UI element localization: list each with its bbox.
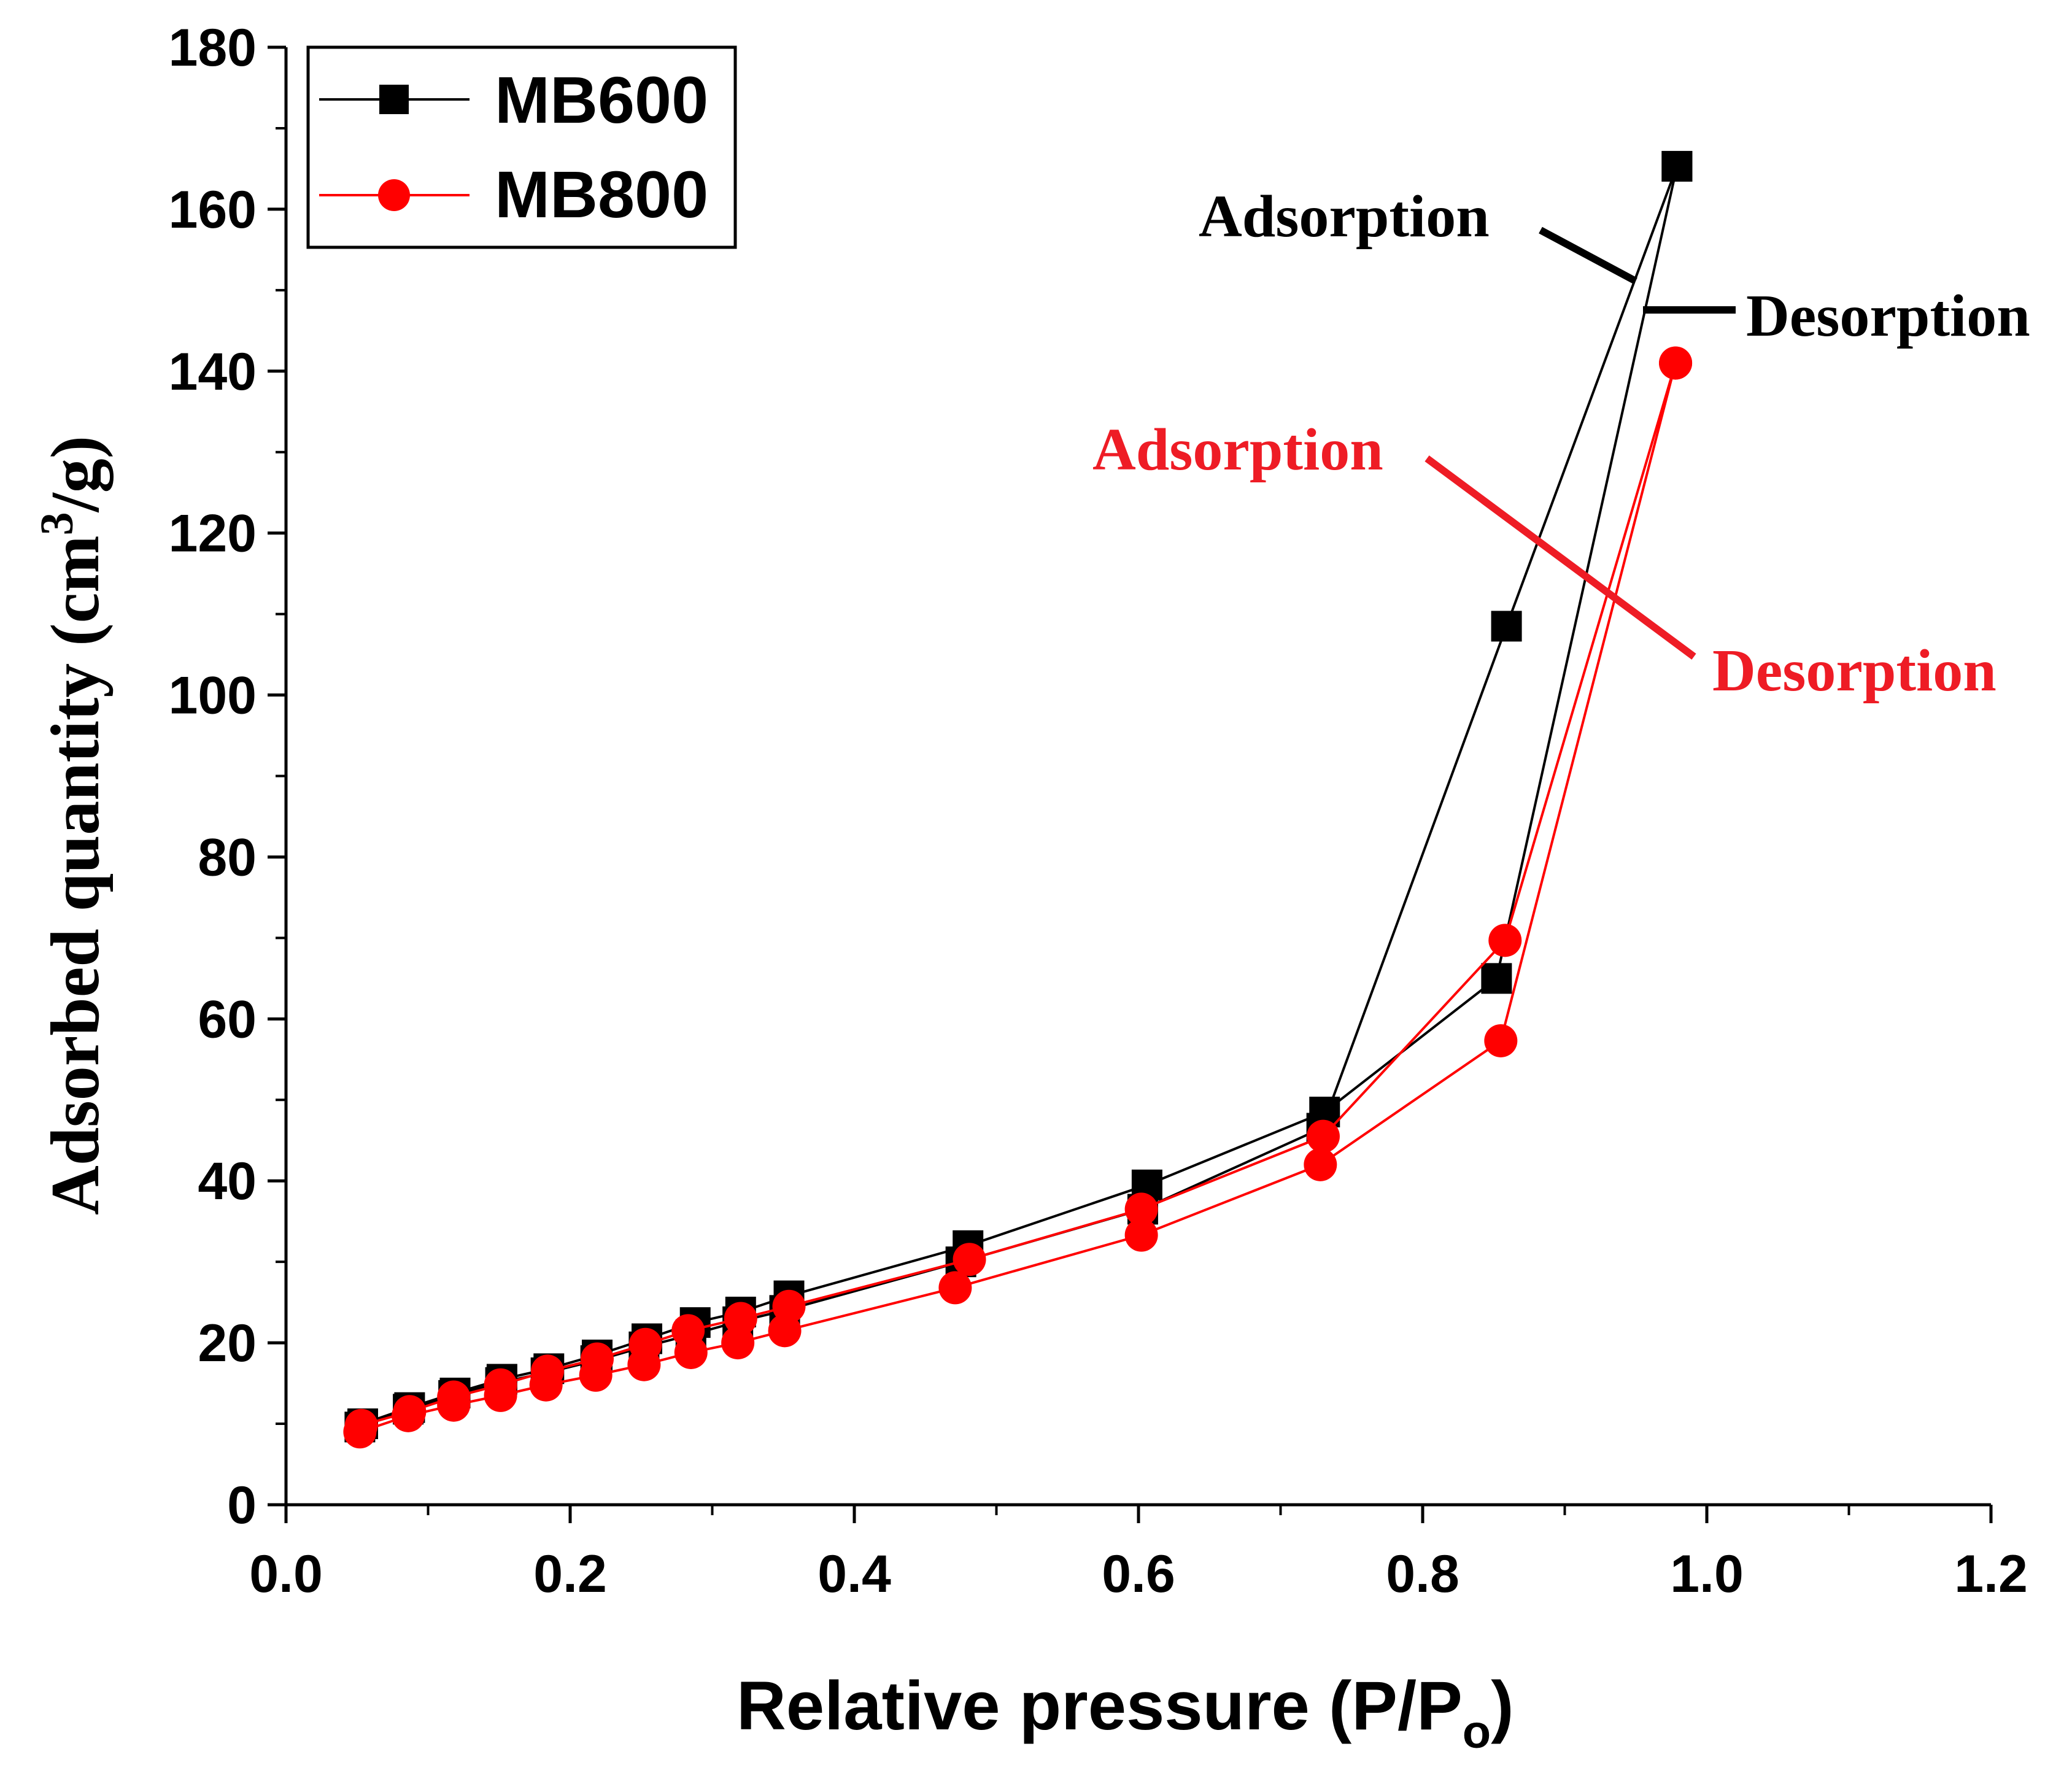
mb600-adsorption-line — [359, 166, 1679, 1429]
mb600-desorption-line — [362, 166, 1679, 1425]
y-tick-label: 140 — [169, 342, 257, 401]
y-tick-label: 80 — [198, 828, 257, 887]
annotation-mb600-adsorption-arrow — [1539, 226, 1637, 285]
y-axis-title: Adsorbed quantity (cm3/g) — [31, 436, 114, 1215]
mb800-desorption-point — [1659, 346, 1693, 380]
x-tick-label: 0.8 — [1386, 1545, 1459, 1604]
mb800-adsorption-point — [1304, 1148, 1337, 1181]
annotation-mb600-adsorption: Adsorption — [1199, 183, 1490, 250]
mb800-desorption-point — [1488, 924, 1522, 957]
legend-label-mb600: MB600 — [495, 63, 708, 137]
x-tick-label: 0.4 — [818, 1545, 891, 1604]
mb800-desorption-point — [484, 1368, 517, 1402]
y-tick-label: 100 — [169, 666, 257, 725]
mb800-desorption-point — [1306, 1119, 1340, 1153]
mb800-desorption-point — [580, 1342, 614, 1376]
mb800-adsorption-point — [1124, 1218, 1158, 1252]
mb800-desorption-point — [671, 1314, 705, 1348]
x-tick-label: 1.2 — [1954, 1545, 2028, 1604]
mb800-desorption-point — [1124, 1192, 1158, 1226]
mb800-desorption-point — [724, 1302, 757, 1335]
annotation-mb600-desorption: Desorption — [1746, 283, 2030, 349]
mb600-desorption-point — [1661, 150, 1693, 182]
y-tick-label: 60 — [198, 990, 257, 1049]
annotations: Adsorption Desorption Adsorption Desorpt… — [1092, 183, 2030, 704]
mb800-desorption-point — [772, 1289, 806, 1323]
mb800-adsorption-line — [359, 363, 1677, 1434]
mb800-desorption-point — [344, 1408, 378, 1442]
mb800-adsorption-point — [721, 1326, 755, 1360]
x-axis-title: Relative pressure (P/Po) — [736, 1667, 1514, 1758]
y-tick-label: 0 — [227, 1476, 257, 1535]
mb800-desorption-point — [437, 1380, 471, 1414]
mb600-adsorption-point — [1491, 611, 1522, 642]
mb800-desorption-point — [530, 1354, 564, 1388]
mb800-adsorption-point — [1484, 1024, 1518, 1057]
mb800-desorption-line — [361, 363, 1677, 1427]
legend-marker-mb800 — [378, 179, 410, 211]
mb800-adsorption-point — [938, 1271, 972, 1305]
annotation-mb800-adsorption: Adsorption — [1092, 417, 1383, 483]
y-tick-label: 160 — [169, 180, 257, 239]
x-tick-label: 0.0 — [249, 1545, 323, 1604]
legend-marker-mb600 — [379, 85, 409, 114]
annotation-mb800-desorption: Desorption — [1712, 638, 1997, 704]
x-tick-label: 0.6 — [1102, 1545, 1175, 1604]
mb800-desorption-point — [953, 1243, 986, 1276]
axes: 0.0 0.2 0.4 0.6 0.8 1.0 1.2 0 20 40 60 80 100 120 140 1… — [169, 18, 2028, 1604]
y-tick-label: 180 — [169, 18, 257, 77]
x-tick-label: 0.2 — [533, 1545, 607, 1604]
y-tick-label: 20 — [198, 1314, 257, 1373]
mb600-desorption-point — [1481, 963, 1512, 994]
legend-box — [306, 45, 737, 249]
legend-label-mb800: MB800 — [495, 157, 708, 231]
data-series — [343, 150, 1693, 1449]
x-tick-label: 1.0 — [1670, 1545, 1744, 1604]
annotation-mb800-arrow — [1424, 455, 1696, 660]
mb800-desorption-point — [393, 1395, 427, 1429]
mb800-desorption-point — [628, 1327, 662, 1361]
legend: MB600 MB800 — [306, 45, 737, 249]
y-tick-label: 120 — [169, 504, 257, 563]
y-tick-label: 40 — [198, 1152, 257, 1211]
